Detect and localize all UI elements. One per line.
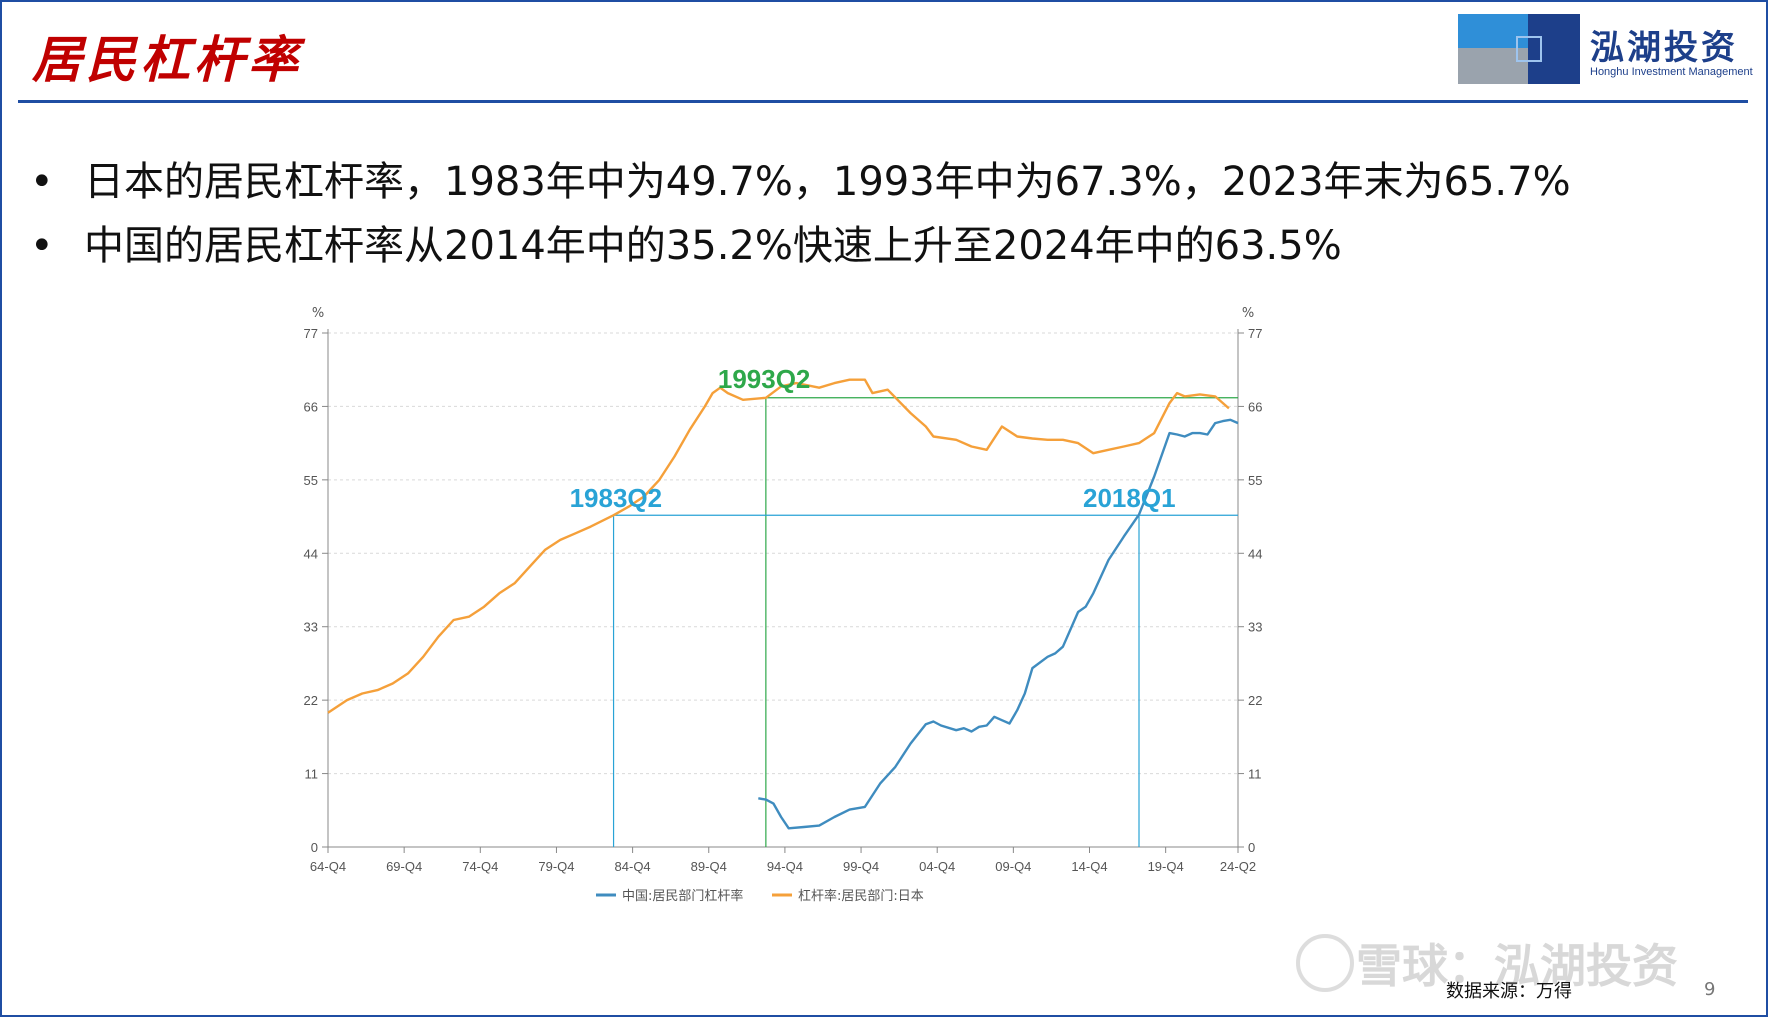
- series-line-japan: [327, 378, 1230, 714]
- x-tick-label: 89-Q4: [691, 859, 727, 874]
- series-line-china: [758, 418, 1239, 830]
- annotation-labels: 1993Q2 1983Q2 2018Q1: [570, 364, 1176, 513]
- annotation-lines: [612, 397, 1238, 847]
- data-series: [327, 378, 1239, 830]
- watermark-logo-icon: [1296, 934, 1354, 992]
- y-tick-label-left: 22: [304, 693, 318, 708]
- y-tick-label-left: 0: [311, 840, 318, 855]
- y-tick-label-left: 66: [304, 399, 318, 414]
- x-tick-label: 24-Q2: [1220, 859, 1256, 874]
- annotation-label-1983q2: 1983Q2: [570, 483, 663, 513]
- x-tick-label: 94-Q4: [767, 859, 803, 874]
- y-tick-label-right: 33: [1248, 620, 1262, 635]
- legend: 中国:居民部门杠杆率 杠杆率:居民部门:日本: [596, 888, 924, 904]
- x-tick-label: 09-Q4: [995, 859, 1031, 874]
- x-tick-label: 74-Q4: [462, 859, 498, 874]
- y-tick-label-left: 33: [304, 620, 318, 635]
- y-tick-label-left: 11: [305, 767, 319, 782]
- x-tick-label: 04-Q4: [919, 859, 955, 874]
- bullet-list: 日本的居民杠杆率，1983年中为49.7%，1993年中为67.3%，2023年…: [30, 150, 1571, 278]
- bullet-item: 中国的居民杠杆率从2014年中的35.2%快速上升至2024年中的63.5%: [30, 214, 1571, 278]
- page-title: 居民杠杆率: [32, 30, 302, 89]
- company-logo: 泓湖投资 Honghu Investment Management: [1458, 14, 1758, 84]
- data-source-note: 数据来源：万得: [1446, 981, 1572, 1002]
- leverage-line-chart: 0 0 11 11 22 22 33 33 44 44 55 55 66 66 77 77% % 64-Q4 69-…: [304, 306, 1263, 904]
- y-tick-label-right: 66: [1248, 399, 1262, 414]
- x-tick-label: 69-Q4: [386, 859, 422, 874]
- y-tick-label-right: 22: [1248, 693, 1262, 708]
- x-tick-label: 64-Q4: [310, 859, 346, 874]
- y-tick-label-right: 11: [1248, 767, 1262, 782]
- legend-label: 中国:居民部门杠杆率: [622, 888, 743, 904]
- annotation-label-2018q1: 2018Q1: [1083, 483, 1176, 513]
- x-tick-label: 14-Q4: [1071, 859, 1107, 874]
- y-tick-label-left: 55: [304, 473, 318, 488]
- x-tick-label: 79-Q4: [538, 859, 574, 874]
- grid-lines: [328, 332, 1238, 775]
- logo-square-mark: [1516, 36, 1542, 62]
- y-tick-label-left: 44: [304, 546, 318, 561]
- y-unit-right: %: [1242, 306, 1254, 321]
- title-divider: [18, 100, 1748, 103]
- bullet-item: 日本的居民杠杆率，1983年中为49.7%，1993年中为67.3%，2023年…: [30, 150, 1571, 214]
- y-tick-label-right: 44: [1248, 546, 1262, 561]
- x-tick-label: 99-Q4: [843, 859, 879, 874]
- axes: 0 0 11 11 22 22 33 33 44 44 55 55 66 66 77 77% % 64-Q4 69-…: [304, 306, 1263, 874]
- page-number: 9: [1704, 979, 1716, 1000]
- y-tick-label-right: 77: [1248, 326, 1262, 341]
- annotation-label-1993q2: 1993Q2: [718, 364, 811, 394]
- x-tick-label: 84-Q4: [615, 859, 651, 874]
- y-tick-label-right: 55: [1248, 473, 1262, 488]
- logo-chinese-name: 泓湖投资: [1590, 28, 1738, 68]
- y-unit-left: %: [312, 306, 324, 321]
- y-tick-label-left: 77: [304, 326, 318, 341]
- watermark-text: 雪球：泓湖投资: [1356, 939, 1678, 993]
- logo-english-name: Honghu Investment Management: [1590, 66, 1753, 78]
- y-tick-label-right: 0: [1248, 840, 1255, 855]
- logo-darkblue-block: [1528, 14, 1580, 84]
- x-tick-label: 19-Q4: [1148, 859, 1184, 874]
- legend-label: 杠杆率:居民部门:日本: [798, 888, 924, 904]
